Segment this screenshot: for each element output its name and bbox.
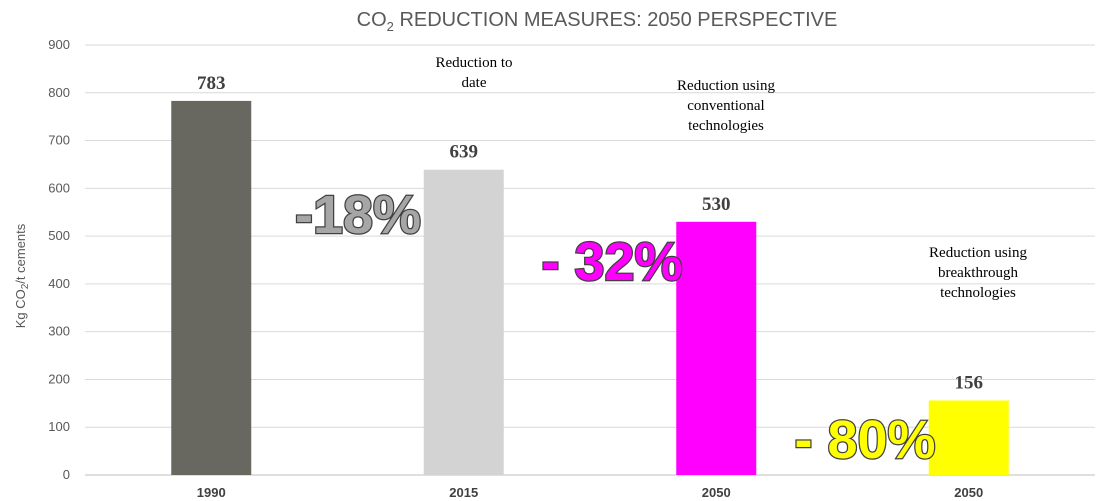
chart-title: CO2 REDUCTION MEASURES: 2050 PERSPECTIVE [357,9,838,34]
y-tick-label: 400 [48,276,70,291]
annotation: Reduction using conventional technologies [677,78,775,134]
y-tick-label: 100 [48,419,70,434]
data-labels: 783 639 530 156 [197,73,983,394]
data-label: 530 [702,194,731,215]
data-label: 783 [197,73,226,94]
y-tick-label: 500 [48,228,70,243]
x-tick-label: 2050 [702,485,731,500]
y-tick-label: 300 [48,324,70,339]
x-tick-label: 1990 [197,485,226,500]
y-axis-ticks: 0 100 200 300 400 500 600 700 800 900 [48,37,70,482]
y-axis-label: Kg CO2/t cements [13,223,31,328]
y-tick-label: 600 [48,180,70,195]
percentage-label: - 32% [541,232,682,292]
bar [171,100,252,476]
bar [676,221,757,475]
percentage-label: - 80% [794,410,935,470]
y-tick-label: 0 [63,467,70,482]
bars [171,100,1009,476]
percentage-label: -18% [295,185,421,245]
y-tick-label: 200 [48,371,70,386]
data-label: 639 [450,142,479,163]
bar [928,400,1009,475]
annotation: Reduction to date [435,55,512,91]
annotation: Reduction using breakthrough technologies [929,245,1027,301]
bar [423,169,504,475]
y-tick-label: 900 [48,37,70,52]
x-axis-ticks: 1990 2015 2050 2050 [197,485,983,500]
x-tick-label: 2015 [449,485,478,500]
data-label: 156 [955,372,984,393]
y-tick-label: 800 [48,85,70,100]
y-tick-label: 700 [48,133,70,148]
reduction-percentages: -18% - 32% - 80% [294,184,937,472]
annotations: Reduction to date Reduction using conventio… [435,55,1027,301]
gridlines [85,44,1095,476]
x-tick-label: 2050 [954,485,983,500]
